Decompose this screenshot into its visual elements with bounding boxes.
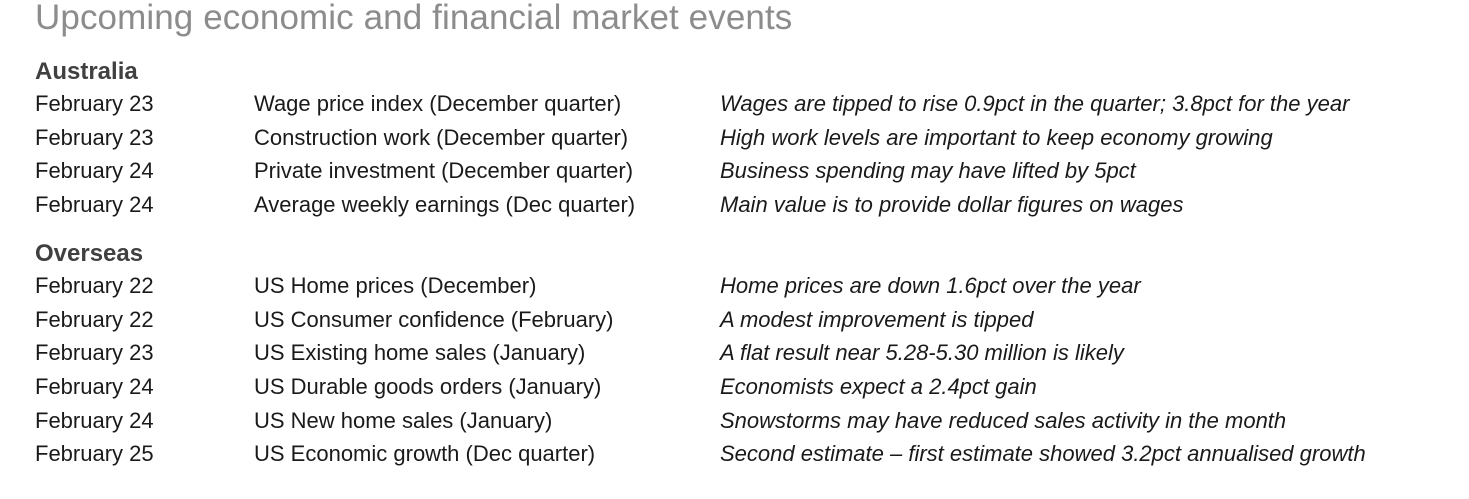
event-name: Private investment (December quarter) (254, 158, 634, 184)
event-date: February 23 (35, 91, 154, 116)
event-row: February 22 US Home prices (December) Ho… (0, 271, 1469, 305)
event-note: High work levels are important to keep e… (720, 124, 1273, 150)
event-row: February 22 US Consumer confidence (Febr… (0, 305, 1469, 339)
event-row: February 24 US New home sales (January) … (0, 406, 1469, 440)
section-heading: Australia (35, 58, 138, 85)
event-date: February 24 (35, 374, 154, 400)
event-name: Construction work (December quarter) (254, 124, 629, 150)
page-title: Upcoming economic and financial market e… (35, 0, 793, 37)
event-note: Wages are tipped to rise 0.9pct in the q… (720, 91, 1350, 116)
event-note: Second estimate – first estimate showed … (720, 441, 1366, 467)
events-list: February 22 US Home prices (December) Ho… (0, 271, 1469, 473)
event-date: February 22 (35, 306, 154, 332)
event-note: Home prices are down 1.6pct over the yea… (720, 273, 1141, 298)
event-name: US Existing home sales (January) (254, 340, 586, 366)
event-date: February 22 (35, 273, 154, 298)
event-name: US Home prices (December) (254, 273, 537, 298)
event-name: US New home sales (January) (254, 407, 553, 433)
event-row: February 24 Private investment (December… (0, 156, 1469, 190)
event-date: February 24 (35, 192, 154, 218)
event-name: US Economic growth (Dec quarter) (254, 441, 596, 467)
event-note: Main value is to provide dollar figures … (720, 192, 1184, 218)
event-note: Snowstorms may have reduced sales activi… (720, 407, 1287, 433)
section-heading: Overseas (35, 240, 144, 267)
event-row: February 25 US Economic growth (Dec quar… (0, 439, 1469, 473)
event-name: Average weekly earnings (Dec quarter) (254, 192, 636, 218)
events-list: February 23 Wage price index (December q… (0, 89, 1469, 224)
event-row: February 24 US Durable goods orders (Jan… (0, 372, 1469, 406)
event-note: Business spending may have lifted by 5pc… (720, 158, 1136, 184)
event-name: Wage price index (December quarter) (254, 91, 622, 116)
event-name: US Consumer confidence (February) (254, 306, 614, 332)
event-note: A flat result near 5.28-5.30 million is … (720, 340, 1124, 366)
event-note: A modest improvement is tipped (720, 306, 1034, 332)
event-date: February 25 (35, 441, 154, 467)
event-row: February 23 US Existing home sales (Janu… (0, 338, 1469, 372)
event-row: February 23 Construction work (December … (0, 123, 1469, 157)
event-date: February 23 (35, 340, 154, 366)
event-date: February 24 (35, 407, 154, 433)
event-name: US Durable goods orders (January) (254, 374, 602, 400)
event-note: Economists expect a 2.4pct gain (720, 374, 1037, 400)
event-row: February 24 Average weekly earnings (Dec… (0, 190, 1469, 224)
event-date: February 24 (35, 158, 154, 184)
event-date: February 23 (35, 124, 154, 150)
event-row: February 23 Wage price index (December q… (0, 89, 1469, 123)
